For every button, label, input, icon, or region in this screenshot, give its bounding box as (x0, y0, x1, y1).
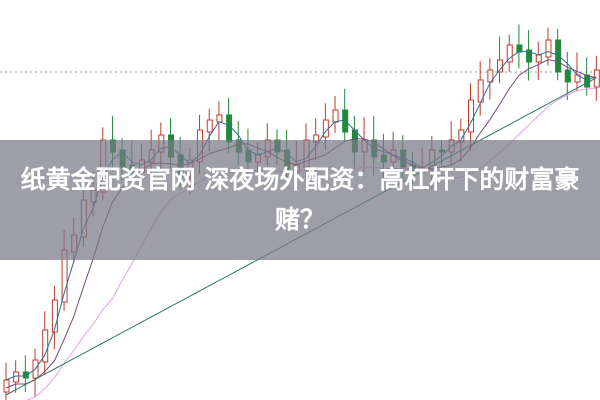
candle-body (22, 371, 29, 379)
candle-body (226, 114, 233, 143)
candle-body (51, 299, 58, 333)
candle-body (564, 69, 571, 83)
candle-body (206, 119, 213, 133)
candle-body (468, 99, 475, 133)
candle-body (332, 109, 339, 123)
candle-body (497, 59, 504, 73)
candle-body (216, 114, 223, 123)
candle-body (526, 49, 533, 63)
title-banner: 纸黄金配资官网 深夜场外配资：高杠杆下的财富豪赌？ (0, 140, 600, 260)
article-title: 纸黄金配资官网 深夜场外配资：高杠杆下的财富豪赌？ (20, 165, 580, 234)
candle-body (506, 44, 513, 63)
candle-body (3, 379, 10, 393)
candle-body (545, 39, 552, 58)
candle-body (584, 74, 591, 88)
candle-body (516, 44, 523, 53)
candle-body (42, 329, 49, 363)
candle-body (535, 54, 542, 63)
